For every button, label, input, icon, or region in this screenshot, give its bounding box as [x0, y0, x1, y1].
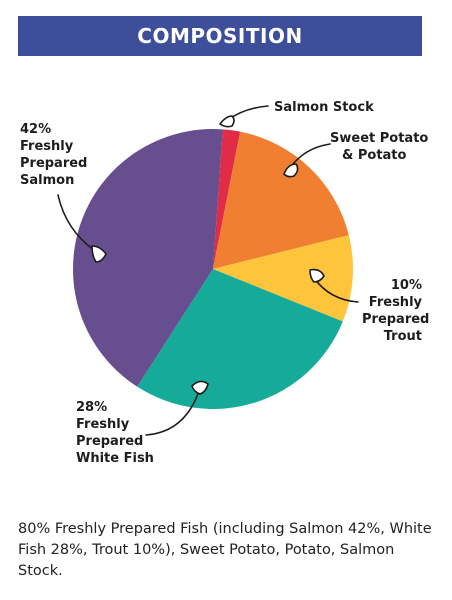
- pointer-salmon-head: [91, 245, 107, 263]
- header-banner: COMPOSITION: [18, 16, 422, 56]
- label-salmon-stock: Salmon Stock: [274, 100, 374, 115]
- pie-slice-salmon-stock: [213, 129, 241, 269]
- pointer-white-fish: [145, 387, 201, 436]
- label-salmon: 42% Freshly Prepared Salmon: [20, 122, 88, 188]
- label-sweet-potato: Sweet Potato & Potato: [330, 131, 429, 163]
- pointer-sweet-potato-head: [283, 163, 299, 178]
- pie-slice-freshly-prepared-trout: [213, 235, 354, 322]
- pointer-salmon-stock-head: [219, 115, 235, 128]
- pie-chart: [57, 105, 359, 436]
- page-title: COMPOSITION: [137, 24, 303, 48]
- composition-description: 80% Freshly Prepared Fish (including Sal…: [18, 521, 432, 579]
- pointer-white-fish-head: [191, 380, 209, 395]
- pointer-salmon: [57, 194, 95, 251]
- pointer-trout-head: [309, 268, 325, 283]
- label-trout: 10% Freshly Prepared Trout: [362, 278, 430, 344]
- pie-slice-freshly-prepared-white-fish: [137, 269, 343, 410]
- pie-slice-freshly-prepared-salmon: [72, 128, 223, 387]
- label-white-fish: 28% Freshly Prepared White Fish: [76, 400, 154, 466]
- pie-slice-sweet-potato-potato: [213, 131, 349, 269]
